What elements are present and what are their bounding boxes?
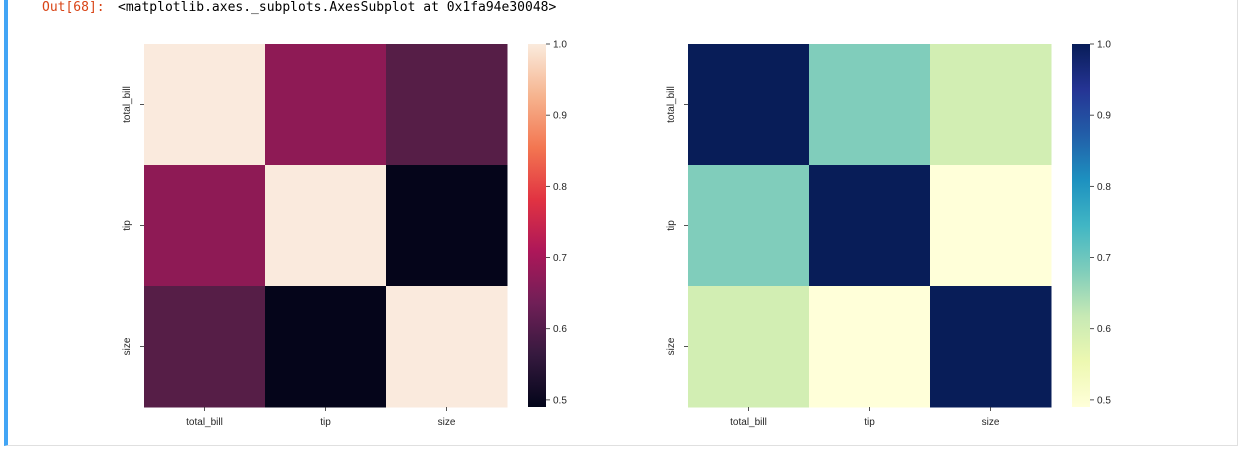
x-tick-label: size — [438, 417, 456, 428]
colorbar-tick-label: 0.9 — [1097, 111, 1111, 122]
heatmap-cell — [144, 44, 266, 166]
colorbar — [528, 44, 546, 407]
heatmap-cell — [265, 286, 387, 408]
x-tick-label: total_bill — [730, 417, 767, 428]
heatmap-cell — [688, 165, 810, 287]
x-tick-label: tip — [320, 417, 331, 428]
heatmap-cell — [265, 165, 387, 287]
heatmap-cell — [144, 165, 266, 287]
heatmap-cell — [265, 44, 387, 166]
heatmap-cell — [386, 44, 508, 166]
colorbar-tick-label: 1.0 — [1097, 40, 1111, 51]
y-tick-label: tip — [666, 220, 677, 231]
colorbar-tick-label: 0.8 — [1097, 182, 1111, 193]
colorbar-tick-label: 0.5 — [553, 395, 567, 406]
colorbar-tick-label: 0.5 — [1097, 395, 1111, 406]
x-tick-label: tip — [864, 417, 875, 428]
heatmap-1: total_bill tip sizetotal_billtipsize1.00.9… — [122, 40, 567, 429]
heatmap-cell — [688, 44, 810, 166]
x-tick-label: size — [982, 417, 1000, 428]
heatmap-cell — [930, 44, 1052, 166]
heatmap-cell — [809, 286, 931, 408]
heatmap-cell — [386, 286, 508, 408]
y-tick-label: tip — [122, 220, 133, 231]
heatmap-cell — [930, 165, 1052, 287]
colorbar-tick-label: 0.6 — [1097, 324, 1111, 335]
heatmap-cell — [144, 286, 266, 408]
colorbar-tick-label: 0.6 — [553, 324, 567, 335]
y-tick-label: total_bill — [666, 86, 677, 123]
heatmap-cell — [809, 44, 931, 166]
heatmap-cell — [688, 286, 810, 408]
heatmap-cell — [386, 165, 508, 287]
colorbar-tick-label: 0.7 — [553, 253, 567, 264]
colorbar-tick-label: 1.0 — [553, 40, 567, 51]
colorbar-tick-label: 0.7 — [1097, 253, 1111, 264]
y-tick-label: total_bill — [122, 86, 133, 123]
colorbar — [1072, 44, 1090, 407]
heatmap-2: total_bill tip sizetotal_billtipsize1.00.9… — [666, 40, 1111, 429]
colorbar-tick-label: 0.9 — [553, 111, 567, 122]
x-tick-label: total_bill — [186, 417, 223, 428]
colorbar-tick-label: 0.8 — [553, 182, 567, 193]
heatmap-cell — [809, 165, 931, 287]
heatmap-cell — [930, 286, 1052, 408]
y-tick-label: size — [666, 337, 677, 355]
y-tick-label: size — [122, 337, 133, 355]
